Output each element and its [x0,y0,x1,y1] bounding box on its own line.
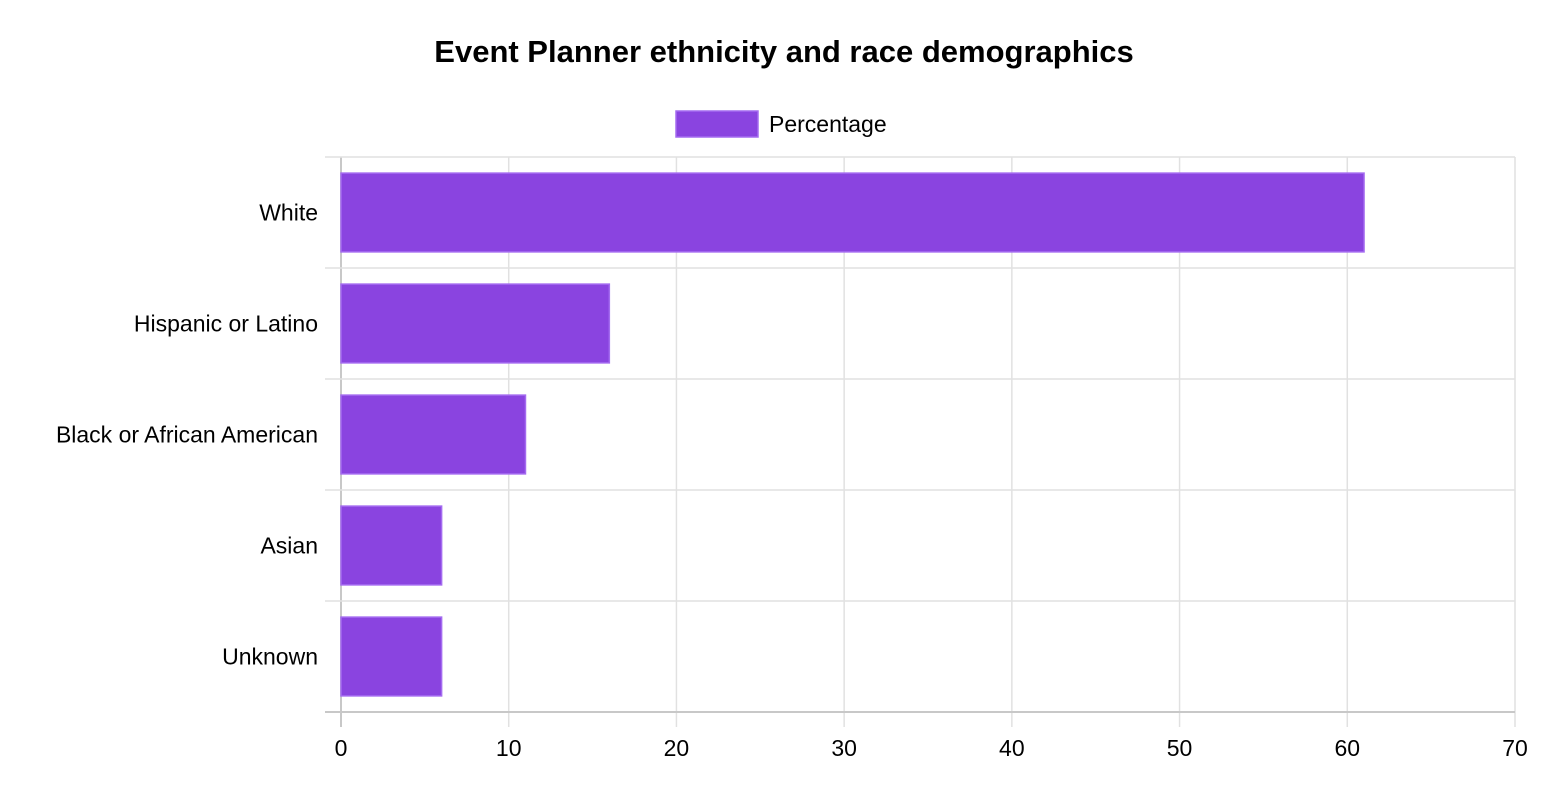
bar-asian[interactable] [340,505,443,586]
x-tick-label: 60 [1334,735,1360,761]
legend[interactable]: Percentage [675,110,887,138]
category-label: Unknown [222,644,318,670]
bar-black-or-african-american[interactable] [340,394,527,475]
legend-swatch [675,110,759,138]
x-tick-label: 20 [664,735,690,761]
category-labels: White Hispanic or Latino Black or African … [56,200,318,670]
category-label: Asian [260,533,318,559]
x-axis-tick-labels: 0 10 20 30 40 50 60 70 [335,735,1528,761]
bar-unknown[interactable] [340,616,443,697]
category-label: Hispanic or Latino [134,311,318,337]
x-tick-label: 70 [1502,735,1528,761]
category-label: Black or African American [56,422,318,448]
x-tick-label: 50 [1167,735,1193,761]
x-tick-label: 10 [496,735,522,761]
bar-hispanic-or-latino[interactable] [340,283,611,364]
legend-label: Percentage [769,111,887,137]
bars [340,172,1365,697]
x-tick-label: 0 [335,735,348,761]
chart-title: Event Planner ethnicity and race demogra… [434,34,1133,69]
category-label: White [259,200,318,226]
bar-white[interactable] [340,172,1365,253]
x-tick-label: 40 [999,735,1025,761]
x-tick-label: 30 [831,735,857,761]
